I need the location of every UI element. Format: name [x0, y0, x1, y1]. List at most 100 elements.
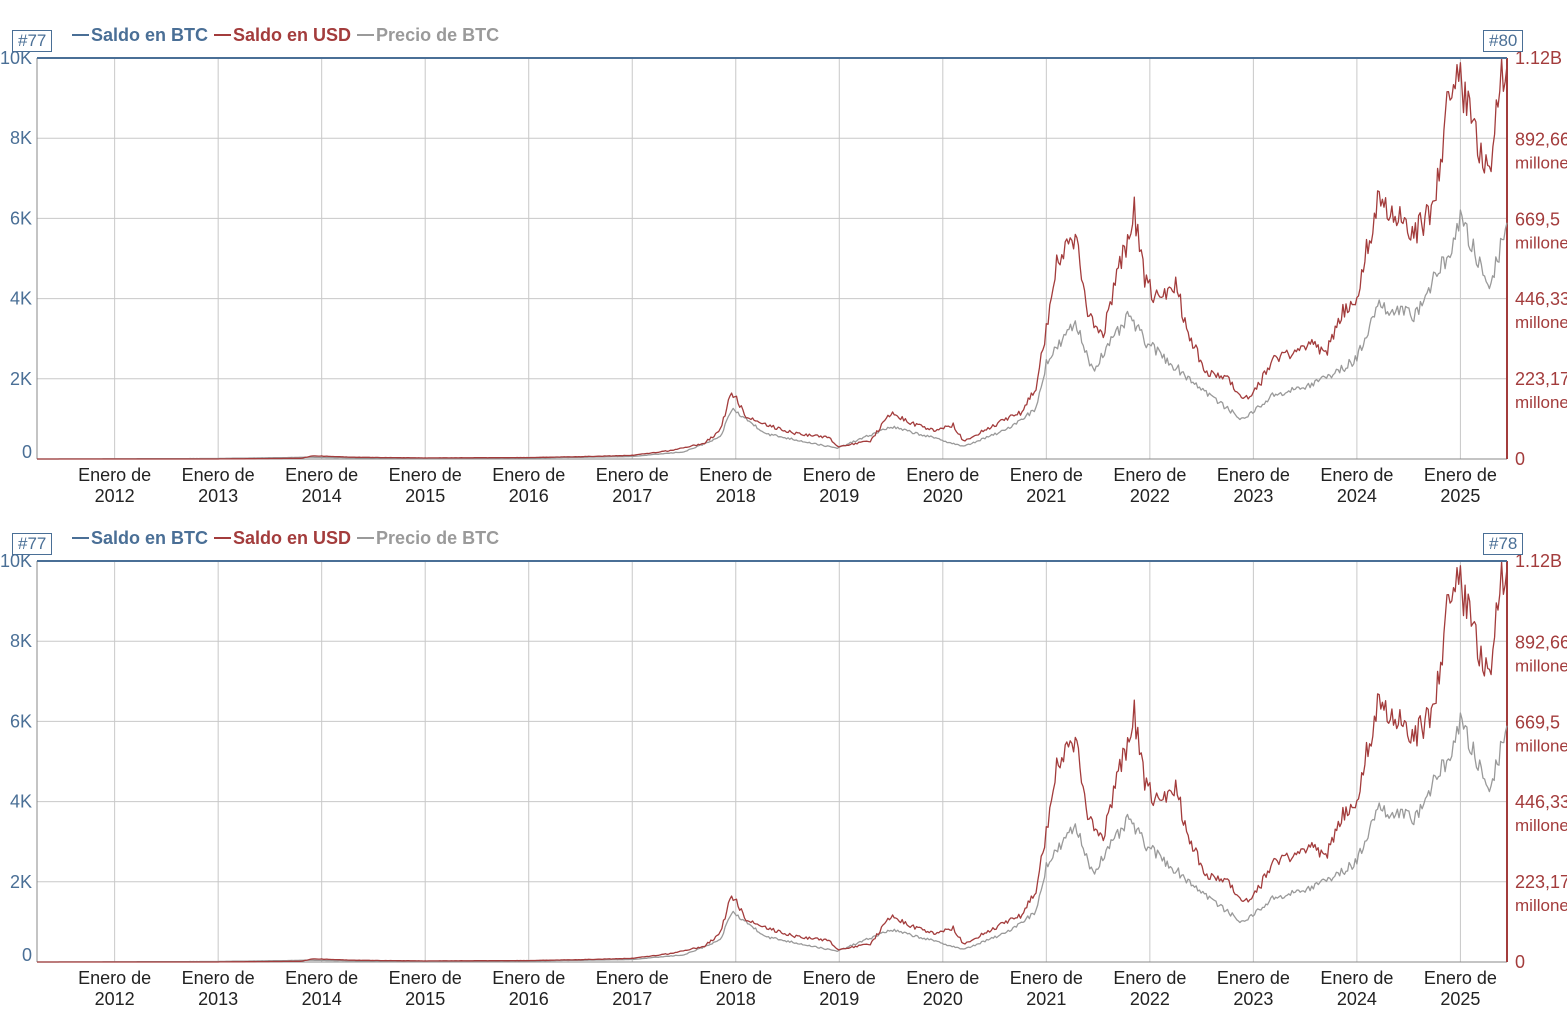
y-right-tick-label: 446,33: [1515, 792, 1567, 812]
x-tick-label-line1: Enero de: [78, 465, 151, 485]
y-right-tick-label: 0: [1515, 952, 1525, 972]
y-right-tick-label: 0: [1515, 449, 1525, 469]
x-tick-label-line1: Enero de: [596, 465, 669, 485]
y-right-tick-label: 223,17: [1515, 872, 1567, 892]
x-tick-label-line2: 2014: [302, 486, 342, 503]
x-tick-label-line2: 2013: [198, 486, 238, 503]
legend-item-btc-price[interactable]: Precio de BTC: [357, 528, 499, 549]
y-right-tick-label-unit: millones: [1515, 233, 1567, 252]
x-tick-label-line2: 2017: [612, 989, 652, 1006]
x-tick-label-line2: 2024: [1337, 486, 1377, 503]
y-right-tick-label: 1.12B: [1515, 551, 1562, 571]
legend-label-usd-balance: Saldo en USD: [233, 24, 352, 45]
legend-swatch-usd-balance: [214, 34, 232, 36]
y-right-tick-label: 892,66: [1515, 632, 1567, 652]
y-right-tick-label-unit: millones: [1515, 736, 1567, 755]
chart-panel-top: 0 2K 4K 6K 8K 10K Enero de 2012 Enero de 2013 Ener…: [0, 0, 1567, 504]
x-tick-label-line2: 2023: [1233, 486, 1273, 503]
legend-top: Saldo en BTC Saldo en USD Precio de BTC: [72, 21, 505, 49]
legend-item-usd-balance[interactable]: Saldo en USD: [214, 25, 351, 46]
y-left-tick-label: 2K: [10, 872, 32, 892]
x-tick-label-line1: Enero de: [699, 968, 772, 988]
x-tick-label-line2: 2019: [819, 989, 859, 1006]
rank-badge-right-top: #80: [1483, 30, 1524, 52]
y-right-tick-label: 446,33: [1515, 289, 1567, 309]
legend-swatch-btc-balance: [72, 537, 89, 539]
legend-label-btc-balance: Saldo en BTC: [91, 24, 209, 45]
x-tick-label-line2: 2016: [509, 989, 549, 1006]
rank-badge-right-bottom: #78: [1483, 533, 1524, 555]
legend-swatch-btc-price: [357, 34, 375, 36]
y-left-tick-label: 4K: [10, 289, 32, 309]
x-tick-label-line2: 2022: [1130, 486, 1170, 503]
legend-label-btc-price: Precio de BTC: [376, 527, 500, 548]
legend-swatch-btc-balance: [72, 34, 89, 36]
x-tick-label-line2: 2019: [819, 486, 859, 503]
x-tick-label-line2: 2012: [95, 486, 135, 503]
y-left-tick-label: 4K: [10, 792, 32, 812]
series-line-saldo-en-usd: [37, 58, 1508, 460]
series-line-saldo-en-usd: [37, 561, 1508, 963]
x-tick-label-line1: Enero de: [182, 465, 255, 485]
x-tick-label-line1: Enero de: [803, 968, 876, 988]
legend-item-btc-price[interactable]: Precio de BTC: [357, 25, 499, 46]
x-tick-label-line2: 2012: [95, 989, 135, 1006]
legend-item-btc-balance[interactable]: Saldo en BTC: [72, 528, 208, 549]
x-tick-label-line1: Enero de: [389, 968, 462, 988]
y-left-tick-label: 10K: [0, 48, 32, 68]
x-tick-label-line2: 2025: [1440, 989, 1480, 1006]
x-tick-label-line1: Enero de: [389, 465, 462, 485]
x-tick-label-line1: Enero de: [492, 465, 565, 485]
y-right-tick-label-unit: millones: [1515, 313, 1567, 332]
y-left-tick-label: 0: [22, 442, 32, 462]
series-line-precio-de-btc: [37, 712, 1508, 963]
legend-swatch-btc-price: [357, 537, 375, 539]
y-left-tick-label: 8K: [10, 631, 32, 651]
chart-panel-bottom: 0 2K 4K 6K 8K 10K Enero de 2012 Enero de 2013 Ener…: [0, 503, 1567, 1007]
x-tick-label-line2: 2018: [716, 989, 756, 1006]
x-tick-label-line1: Enero de: [492, 968, 565, 988]
x-tick-label-line1: Enero de: [1320, 465, 1393, 485]
rank-badge-left-top: #77: [12, 30, 53, 52]
x-tick-label-line2: 2017: [612, 486, 652, 503]
x-tick-label-line1: Enero de: [182, 968, 255, 988]
y-left-tick-label: 10K: [0, 551, 32, 571]
y-left-tick-label: 0: [22, 945, 32, 965]
rank-badge-left-bottom: #77: [12, 533, 53, 555]
y-right-tick-label: 669,5: [1515, 209, 1560, 229]
x-tick-label-line2: 2025: [1440, 486, 1480, 503]
x-tick-label-line2: 2024: [1337, 989, 1377, 1006]
x-tick-label-line1: Enero de: [1320, 968, 1393, 988]
y-right-tick-label: 669,5: [1515, 712, 1560, 732]
y-left-tick-label: 6K: [10, 208, 32, 228]
y-right-tick-label-unit: millones: [1515, 656, 1567, 675]
series-line-precio-de-btc: [37, 209, 1508, 460]
y-right-tick-label-unit: millones: [1515, 896, 1567, 915]
x-tick-label-line2: 2020: [923, 486, 963, 503]
legend-swatch-usd-balance: [214, 537, 232, 539]
x-tick-label-line2: 2015: [405, 989, 445, 1006]
x-tick-label-line2: 2013: [198, 989, 238, 1006]
x-tick-label-line1: Enero de: [78, 968, 151, 988]
x-tick-label-line1: Enero de: [1113, 465, 1186, 485]
x-tick-label-line2: 2021: [1026, 989, 1066, 1006]
x-tick-label-line1: Enero de: [1010, 465, 1083, 485]
x-tick-label-line2: 2020: [923, 989, 963, 1006]
x-tick-label-line2: 2023: [1233, 989, 1273, 1006]
y-right-tick-label: 892,66: [1515, 129, 1567, 149]
y-left-tick-label: 2K: [10, 369, 32, 389]
legend-label-btc-balance: Saldo en BTC: [91, 527, 209, 548]
y-right-tick-label-unit: millones: [1515, 153, 1567, 172]
legend-item-usd-balance[interactable]: Saldo en USD: [214, 528, 351, 549]
y-left-tick-label: 8K: [10, 128, 32, 148]
x-tick-label-line1: Enero de: [1010, 968, 1083, 988]
y-right-tick-label: 1.12B: [1515, 48, 1562, 68]
y-right-tick-label-unit: millones: [1515, 393, 1567, 412]
y-right-tick-label-unit: millones: [1515, 816, 1567, 835]
x-tick-label-line1: Enero de: [1217, 465, 1290, 485]
legend-item-btc-balance[interactable]: Saldo en BTC: [72, 25, 208, 46]
x-tick-label-line1: Enero de: [1217, 968, 1290, 988]
x-tick-label-line1: Enero de: [1424, 465, 1497, 485]
